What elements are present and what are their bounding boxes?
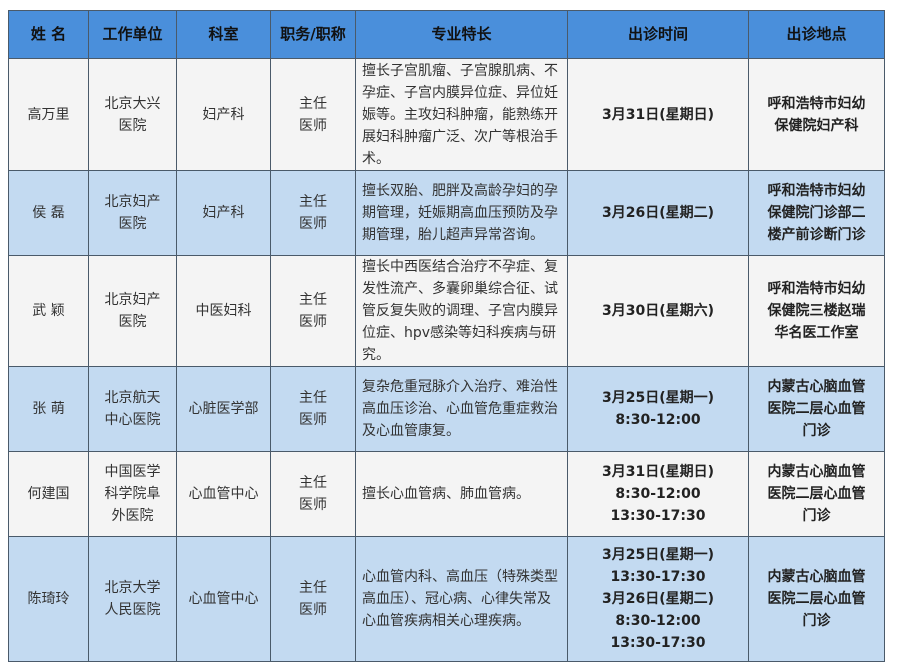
header-time: 出诊时间 [567, 10, 749, 59]
work-unit-cell: 北京大学 人民医院 [88, 536, 177, 662]
doctor-name-cell: 武 颖 [8, 255, 89, 367]
header-title: 职务/职称 [270, 10, 356, 59]
work-unit-cell: 北京妇产 医院 [88, 170, 177, 256]
specialty-cell: 复杂危重冠脉介入治疗、难治性高血压诊治、心血管危重症救治及心血管康复。 [355, 366, 568, 452]
department-cell: 妇产科 [176, 58, 271, 171]
table-row: 侯 磊北京妇产 医院 妇产科 主任 医师 擅长双胎、肥胖及高龄孕妇的孕期管理，妊娠期高… [8, 170, 885, 256]
table-row: 高万里 北京大兴 医院 妇产科 主任 医师 擅长子宫肌瘤、子宫腺肌病、不孕症、子宫内膜异… [8, 58, 885, 171]
visit-place-cell: 呼和浩特市妇幼 保健院妇产科 [748, 58, 885, 171]
specialty-cell: 擅长子宫肌瘤、子宫腺肌病、不孕症、子宫内膜异位症、异位妊娠等。主攻妇科肿瘤，能熟… [355, 58, 568, 171]
header-specialty: 专业特长 [355, 10, 568, 59]
specialty-cell: 心血管内科、高血压（特殊类型高血压）、冠心病、心律失常及心血管疾病相关心理疾病。 [355, 536, 568, 662]
visit-time-cell: 3月31日(星期日) [567, 58, 749, 171]
department-cell: 心血管中心 [176, 451, 271, 537]
table-row: 何建国 中国医学 科学院阜 外医院 心血管中心 主任 医师 擅长心血管病、肺血管病。 3月… [8, 451, 885, 537]
visit-time-cell: 3月25日(星期一) 8:30-12:00 [567, 366, 749, 452]
work-unit-cell: 北京妇产 医院 [88, 255, 177, 367]
doctor-name-cell: 陈琦玲 [8, 536, 89, 662]
visit-place-cell: 内蒙古心脑血管 医院二层心血管 门诊 [748, 451, 885, 537]
job-title-cell: 主任 医师 [270, 366, 356, 452]
specialty-cell: 擅长中西医结合治疗不孕症、复发性流产、多囊卵巢综合征、试管反复失败的调理、子宫内… [355, 255, 568, 367]
visit-place-cell: 内蒙古心脑血管 医院二层心血管 门诊 [748, 366, 885, 452]
doctor-schedule-table: 姓 名 工作单位 科室 职务/职称 专业特长 出诊时间 出诊地点 高万里 北京大兴… [8, 10, 885, 662]
table-row: 张 萌北京航天 中心医院 心脏医学部 主任 医师 复杂危重冠脉介入治疗、难治性高血压诊… [8, 366, 885, 452]
header-unit: 工作单位 [88, 10, 177, 59]
department-cell: 心脏医学部 [176, 366, 271, 452]
visit-time-cell: 3月25日(星期一) 13:30-17:30 3月26日(星期二) 8:30-1… [567, 536, 749, 662]
job-title-cell: 主任 医师 [270, 451, 356, 537]
job-title-cell: 主任 医师 [270, 170, 356, 256]
work-unit-cell: 北京大兴 医院 [88, 58, 177, 171]
visit-time-cell: 3月30日(星期六) [567, 255, 749, 367]
specialty-cell: 擅长双胎、肥胖及高龄孕妇的孕期管理，妊娠期高血压预防及孕期管理，胎儿超声异常咨询… [355, 170, 568, 256]
work-unit-cell: 中国医学 科学院阜 外医院 [88, 451, 177, 537]
department-cell: 中医妇科 [176, 255, 271, 367]
work-unit-cell: 北京航天 中心医院 [88, 366, 177, 452]
visit-time-cell: 3月31日(星期日) 8:30-12:00 13:30-17:30 [567, 451, 749, 537]
job-title-cell: 主任 医师 [270, 58, 356, 171]
department-cell: 心血管中心 [176, 536, 271, 662]
doctor-name-cell: 高万里 [8, 58, 89, 171]
doctor-name-cell: 张 萌 [8, 366, 89, 452]
header-name: 姓 名 [8, 10, 89, 59]
table-row: 陈琦玲 北京大学 人民医院 心血管中心 主任 医师 心血管内科、高血压（特殊类型高血压）… [8, 536, 885, 662]
job-title-cell: 主任 医师 [270, 536, 356, 662]
header-place: 出诊地点 [748, 10, 885, 59]
visit-place-cell: 呼和浩特市妇幼 保健院三楼赵瑞 华名医工作室 [748, 255, 885, 367]
doctor-name-cell: 侯 磊 [8, 170, 89, 256]
header-dept: 科室 [176, 10, 271, 59]
job-title-cell: 主任 医师 [270, 255, 356, 367]
specialty-cell: 擅长心血管病、肺血管病。 [355, 451, 568, 537]
visit-place-cell: 呼和浩特市妇幼 保健院门诊部二 楼产前诊断门诊 [748, 170, 885, 256]
department-cell: 妇产科 [176, 170, 271, 256]
header-row: 姓 名 工作单位 科室 职务/职称 专业特长 出诊时间 出诊地点 [8, 10, 885, 59]
visit-time-cell: 3月26日(星期二) [567, 170, 749, 256]
visit-place-cell: 内蒙古心脑血管 医院二层心血管 门诊 [748, 536, 885, 662]
doctor-name-cell: 何建国 [8, 451, 89, 537]
table-row: 武 颖北京妇产 医院 中医妇科 主任 医师 擅长中西医结合治疗不孕症、复发性流产、多囊… [8, 255, 885, 367]
